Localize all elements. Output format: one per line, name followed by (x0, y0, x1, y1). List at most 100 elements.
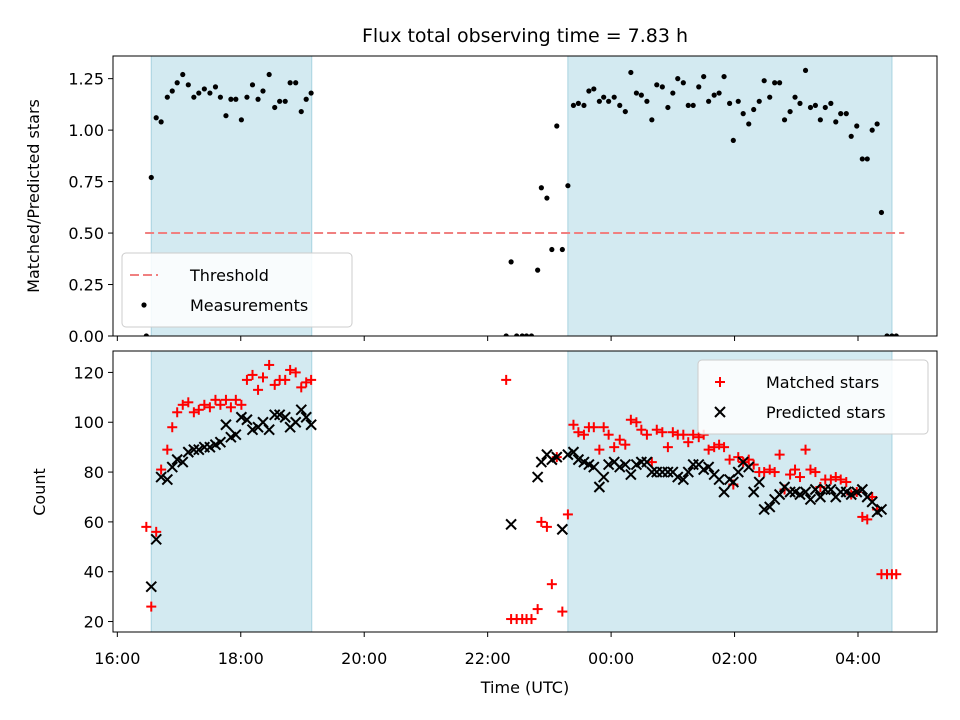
data-point (169, 88, 175, 94)
data-point (603, 429, 614, 440)
data-point (185, 82, 191, 88)
data-point (264, 359, 275, 370)
data-point (810, 467, 821, 478)
data-point (285, 364, 296, 375)
data-point (145, 580, 157, 593)
data-point (812, 102, 819, 109)
data-point (161, 473, 174, 486)
data-point (670, 90, 676, 96)
data-point (862, 514, 873, 525)
data-point (751, 106, 757, 113)
data-point (581, 102, 587, 109)
data-point (794, 472, 805, 483)
data-point (856, 483, 869, 496)
data-point (743, 461, 755, 473)
y-tick-label: 0.00 (68, 327, 104, 346)
data-point (696, 84, 702, 90)
ratio-y-axis-label: Matched/Predicted stars (24, 99, 43, 293)
data-point (156, 464, 167, 475)
data-point (735, 98, 741, 104)
data-point (557, 606, 568, 617)
data-point (247, 369, 258, 380)
data-point (588, 422, 599, 433)
data-point (641, 456, 653, 468)
data-point (141, 521, 152, 532)
data-point (535, 456, 548, 468)
axes-frame (112, 55, 938, 337)
data-point (290, 367, 301, 378)
series-predicted-stars (145, 404, 888, 593)
data-point (875, 503, 888, 516)
data-point (662, 466, 674, 478)
data-point (753, 476, 765, 488)
data-point (859, 156, 865, 162)
data-point (241, 414, 253, 426)
data-point (675, 76, 681, 82)
data-point (769, 467, 780, 478)
data-point (244, 94, 250, 100)
data-point (662, 442, 673, 453)
legend-label: Predicted stars (766, 403, 886, 422)
data-point (638, 92, 644, 98)
count-panel: 20 40 60 80 100 120 Matched stars Predicted sta… (73, 350, 938, 637)
data-point (867, 491, 878, 502)
data-point (814, 491, 827, 503)
data-point (257, 372, 268, 383)
data-point (233, 96, 239, 102)
data-point (223, 113, 229, 119)
data-point (551, 451, 563, 463)
legend-swatch (141, 302, 147, 308)
data-point (747, 486, 760, 498)
data-point (651, 424, 662, 435)
data-point (884, 333, 890, 336)
data-point (659, 84, 665, 90)
data-point (220, 394, 231, 405)
data-point (207, 90, 213, 96)
data-point (164, 94, 170, 100)
data-point (706, 98, 712, 104)
legend-box (121, 252, 353, 328)
data-point (644, 98, 650, 104)
data-point (622, 108, 628, 115)
observing-window-0 (150, 350, 313, 633)
data-point (690, 102, 696, 109)
data-point (532, 604, 543, 615)
data-point (266, 71, 272, 78)
data-point (878, 209, 885, 216)
data-point (713, 473, 725, 486)
data-point (594, 444, 605, 455)
data-point (180, 71, 186, 78)
data-point (625, 414, 636, 425)
data-point (893, 333, 899, 336)
data-point (238, 117, 244, 123)
data-point (260, 88, 266, 94)
data-point (162, 444, 173, 455)
data-point (295, 404, 307, 416)
data-point (591, 86, 597, 92)
data-point (214, 436, 227, 448)
legend-label: Matched stars (766, 373, 879, 392)
data-point (177, 456, 189, 468)
data-point (230, 394, 241, 405)
data-point (568, 419, 579, 430)
data-point (727, 100, 733, 106)
data-point (654, 82, 660, 88)
data-point (606, 98, 612, 104)
data-point (272, 104, 278, 111)
x-tick-label: 16:00 (94, 649, 140, 668)
data-point (279, 411, 291, 423)
data-point (799, 486, 812, 498)
legend-swatch (714, 406, 726, 418)
data-point (196, 90, 202, 96)
data-point (526, 614, 537, 625)
data-point (289, 416, 302, 428)
data-point (535, 267, 541, 273)
data-point (889, 333, 895, 336)
data-point (230, 428, 242, 441)
data-point (199, 399, 210, 410)
data-point (228, 96, 234, 102)
data-point (620, 439, 631, 450)
data-point (740, 111, 746, 117)
data-point (519, 333, 525, 336)
data-point (772, 80, 778, 86)
